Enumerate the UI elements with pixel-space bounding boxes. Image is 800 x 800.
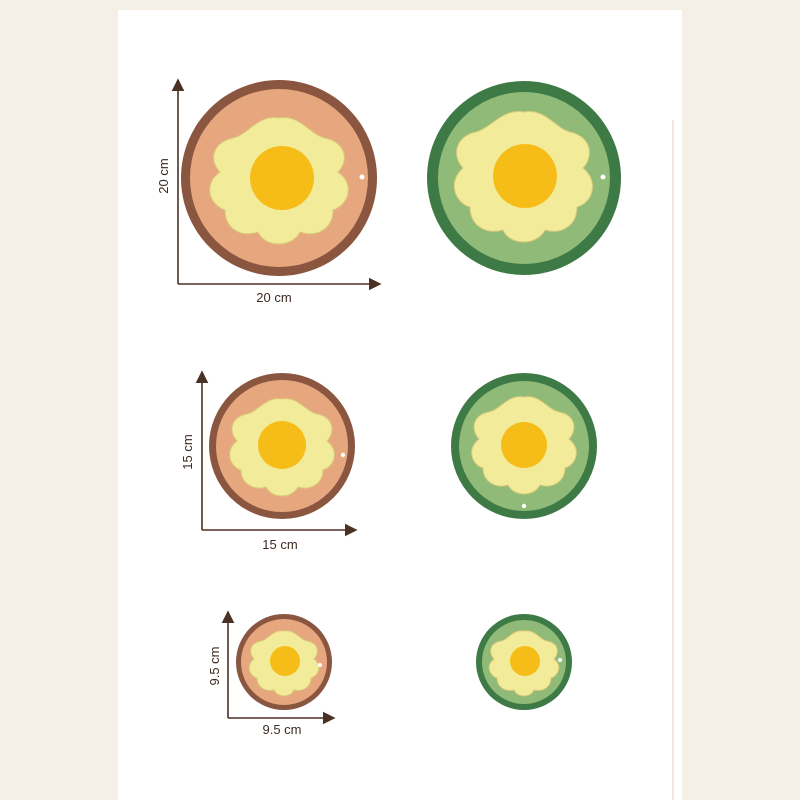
coaster-small-brown bbox=[236, 614, 332, 710]
coaster-medium-green bbox=[451, 373, 597, 519]
coaster-large-green bbox=[427, 81, 621, 275]
coaster-small-green bbox=[476, 614, 572, 710]
panel-edge bbox=[672, 120, 674, 800]
small-width-label: 9.5 cm bbox=[262, 722, 301, 737]
coaster-large-brown bbox=[181, 80, 377, 276]
large-height-label: 20 cm bbox=[156, 158, 171, 193]
dimension-small: 9.5 cm 9.5 cm bbox=[207, 610, 336, 737]
medium-width-label: 15 cm bbox=[262, 537, 297, 552]
small-height-label: 9.5 cm bbox=[207, 646, 222, 685]
coaster-medium-brown bbox=[209, 373, 355, 519]
large-width-label: 20 cm bbox=[256, 290, 291, 305]
dimension-large: 20 cm 20 cm bbox=[156, 78, 382, 305]
dimension-medium: 15 cm 15 cm bbox=[180, 370, 358, 552]
medium-height-label: 15 cm bbox=[180, 434, 195, 469]
